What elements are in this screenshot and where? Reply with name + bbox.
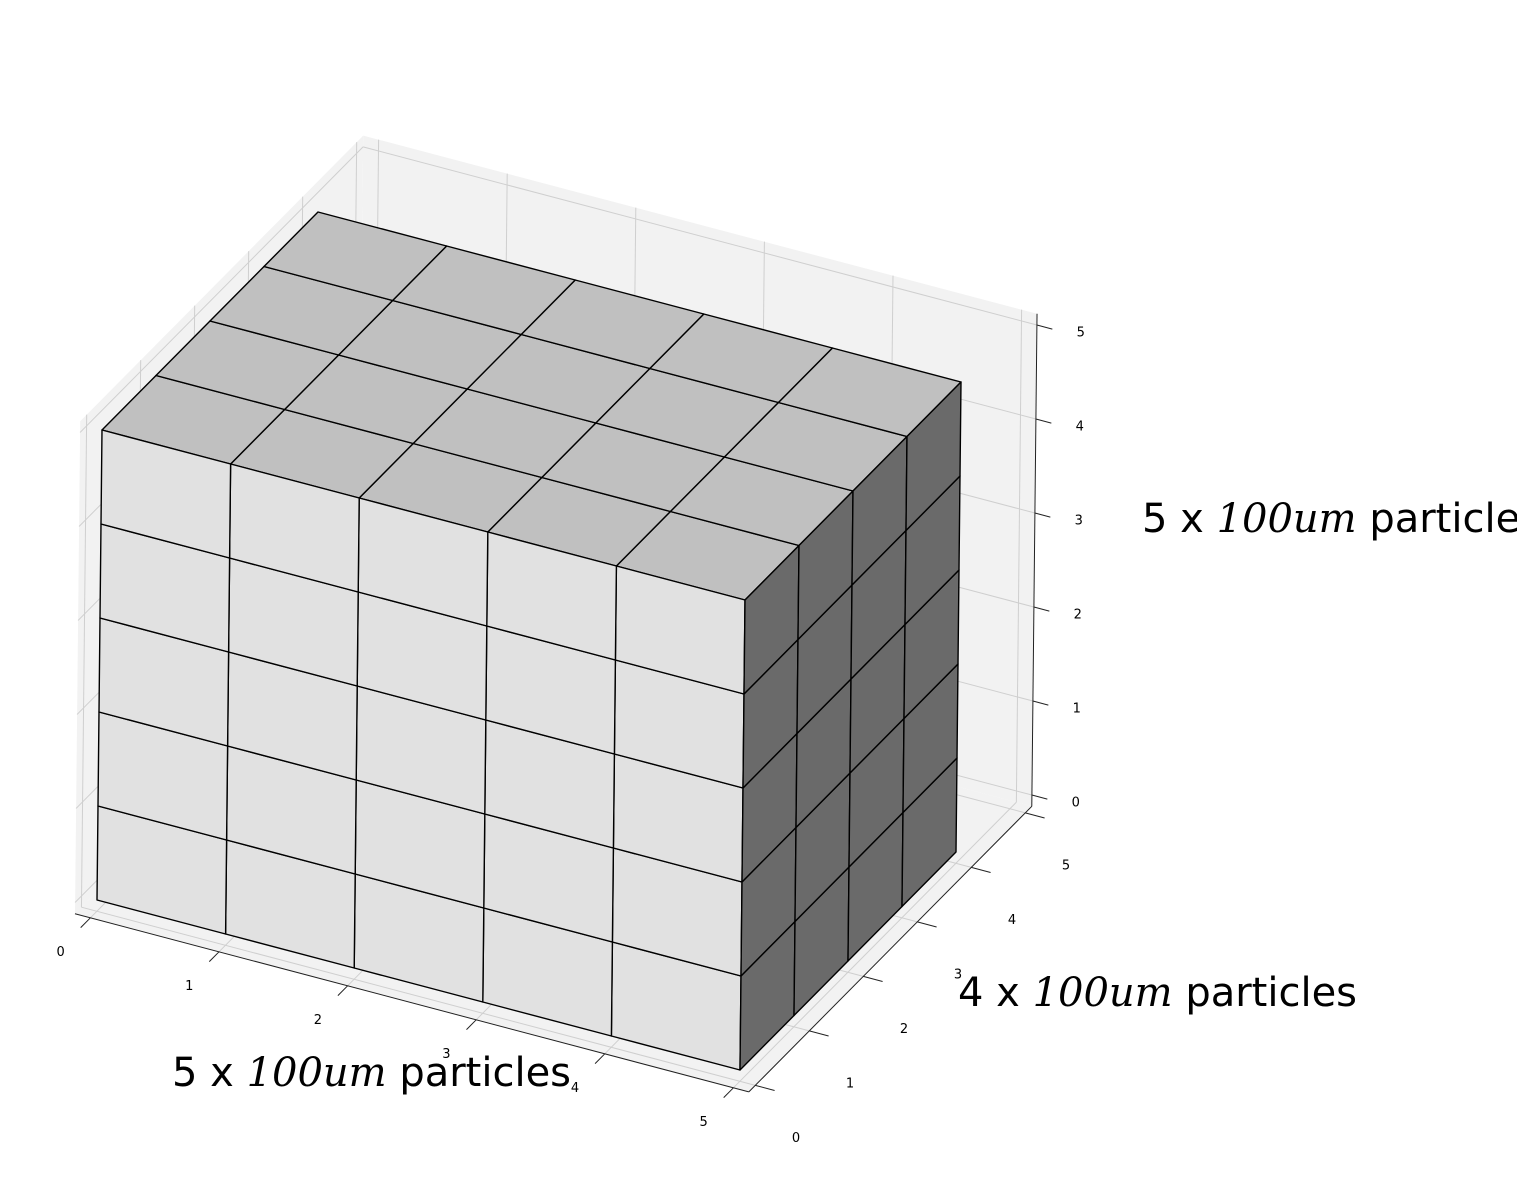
y-tick-label: 4 (1008, 913, 1016, 928)
back-gridline (362, 146, 1038, 326)
y-tick-label: 2 (900, 1022, 908, 1037)
z-tick-label: 2 (1074, 608, 1082, 623)
z-tick-mark (1031, 794, 1048, 800)
x-tick-mark (723, 1087, 734, 1098)
cube-top-face (263, 211, 448, 302)
x-tick-mark (337, 985, 348, 996)
x-tick-mark (208, 951, 220, 962)
x-tick-label: 1 (185, 979, 193, 994)
axis-tick-labels: 0 1 2 3 4 5 0 1 2 3 4 5 0 1 2 3 4 5 (57, 326, 1085, 1146)
z-axis-line (1031, 313, 1038, 807)
x-tick-label: 2 (314, 1013, 322, 1028)
z-tick-label: 4 (1076, 420, 1084, 435)
z-tick-label: 0 (1072, 796, 1080, 811)
back-gridline (1015, 309, 1023, 803)
left-gridline (80, 414, 88, 908)
z-tick-mark (1033, 606, 1050, 612)
y-tick-mark (1025, 812, 1045, 819)
y-tick-mark (917, 921, 937, 928)
x-tick-label: 0 (57, 945, 65, 960)
width-dimension-label: 5 x 100um particles (172, 1050, 572, 1096)
cube-front-face (100, 429, 232, 559)
y-tick-mark (755, 1084, 775, 1091)
y-tick-label: 3 (954, 968, 962, 983)
floor-gridline (81, 906, 756, 1086)
left-gridline (79, 146, 364, 433)
x-tick-label: 3 (442, 1047, 450, 1062)
y-tick-mark (863, 975, 883, 982)
y-tick-label: 0 (792, 1131, 800, 1146)
vertical-dimension-label: 5 x 100um particles (1142, 496, 1517, 542)
y-axis-line (748, 805, 1033, 1093)
x-tick-label: 5 (700, 1115, 708, 1130)
y-tick-label: 5 (1062, 859, 1070, 874)
cube-side-face (905, 381, 962, 532)
z-tick-mark (1035, 418, 1052, 424)
y-tick-mark (809, 1030, 829, 1037)
particle-cubes (96, 211, 962, 1071)
y-tick-mark (971, 866, 991, 873)
x-tick-mark (466, 1019, 477, 1030)
z-tick-label: 3 (1075, 514, 1083, 529)
z-tick-mark (1032, 700, 1049, 706)
y-tick-label: 1 (846, 1077, 854, 1092)
z-tick-label: 5 (1077, 326, 1085, 341)
axis-lines (74, 313, 1053, 1098)
x-tick-mark (594, 1053, 606, 1064)
x-tick-mark (80, 917, 91, 928)
z-tick-label: 1 (1073, 702, 1081, 717)
x-axis-line (74, 913, 749, 1093)
z-tick-mark (1034, 512, 1051, 518)
depth-dimension-label: 4 x 100um particles (958, 970, 1358, 1016)
x-tick-label: 4 (571, 1081, 579, 1096)
floor-gridline (733, 801, 1017, 1089)
z-tick-mark (1036, 324, 1053, 330)
